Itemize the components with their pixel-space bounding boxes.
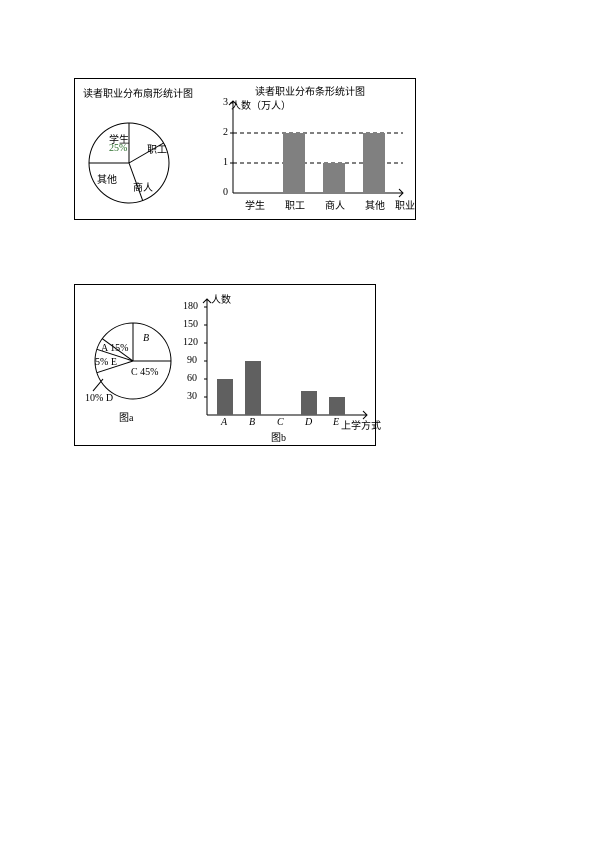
pie2-label-D: 10% D [85, 393, 113, 404]
pie1-slice-student-pct: 25% [109, 143, 127, 154]
panel-2: B A 15% 5% E C 45% 10% D 图a 人数 30 60 [74, 284, 376, 446]
pie2-label-C: C 45% [131, 367, 159, 378]
panel-1: 读者职业分布扇形统计图 学生 25% 职工 商人 其他 读者职业分布条形统计图 … [74, 78, 416, 220]
bar2-yt-90: 90 [187, 355, 197, 366]
bar2-ylabel: 人数 [211, 291, 231, 306]
bar1-cat-2: 商人 [325, 197, 345, 212]
pie1-title: 读者职业分布扇形统计图 [83, 85, 193, 100]
pie1-slice-merchant: 商人 [133, 179, 153, 194]
bar2-cat-E: E [333, 417, 339, 428]
bar1-cat-1: 职工 [285, 197, 305, 212]
bar2-cat-D: D [305, 417, 312, 428]
bar2-yt-180: 180 [183, 301, 198, 312]
bar-chart-2: 人数 30 60 90 120 150 180 A B C D E 上学方式 图… [183, 289, 373, 443]
pie1-slice-worker: 职工 [147, 141, 167, 156]
bar2-xlabel: 上学方式 [341, 417, 381, 432]
bar1-ytick-1: 1 [223, 157, 228, 168]
bar2-caption: 图b [271, 429, 286, 444]
bar2-yt-60: 60 [187, 373, 197, 384]
pie1-slice-other: 其他 [97, 171, 117, 186]
pie2-label-B: B [143, 333, 149, 344]
bar2-yt-120: 120 [183, 337, 198, 348]
bar1-cat-0: 学生 [245, 197, 265, 212]
bar1-ytick-0: 0 [223, 187, 228, 198]
bar1-xlabel: 职业 [395, 197, 415, 212]
bar2-yt-150: 150 [183, 319, 198, 330]
bar1-ytick-3: 3 [223, 97, 228, 108]
pie2-caption: 图a [119, 409, 133, 424]
pie2-label-E: 5% E [95, 357, 117, 368]
bar1-ytick-2: 2 [223, 127, 228, 138]
bar2-yt-30: 30 [187, 391, 197, 402]
bar2-cat-B: B [249, 417, 255, 428]
pie2-label-A: A 15% [101, 343, 129, 354]
bar-chart-1: 读者职业分布条形统计图 人数（万人） 0 1 2 3 学生 职工 [205, 83, 413, 217]
bar1-cat-3: 其他 [365, 197, 385, 212]
bar2-cat-C: C [277, 417, 284, 428]
bar2-cat-A: A [221, 417, 227, 428]
